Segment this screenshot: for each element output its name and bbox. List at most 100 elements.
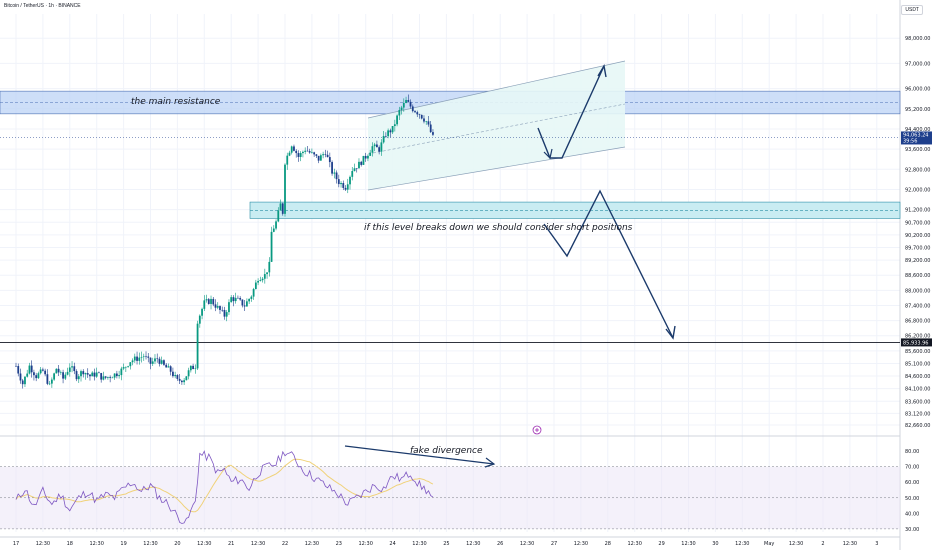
candle-body <box>196 323 199 369</box>
candle-body <box>102 376 105 380</box>
time-tick-label: 12:30 <box>735 541 749 547</box>
countdown-label: 39:56 <box>903 138 917 144</box>
candle-body <box>371 146 374 153</box>
time-tick-label: 12:30 <box>789 541 803 547</box>
candle-body <box>91 372 94 377</box>
candle-body <box>290 146 293 153</box>
candle-body <box>66 371 69 375</box>
price-tick-label: 88,600.00 <box>905 273 930 279</box>
time-tick-label: 12:30 <box>574 541 588 547</box>
candle-body <box>163 360 165 365</box>
candle-body <box>387 130 390 137</box>
candle-body <box>328 157 331 163</box>
candle-body <box>203 300 206 309</box>
divergence-annotation[interactable]: fake divergence <box>410 446 483 456</box>
resistance-annotation[interactable]: the main resistance <box>131 97 221 107</box>
price-tick-label: 90,200.00 <box>905 233 930 239</box>
candle-body <box>281 203 284 214</box>
candle-body <box>333 172 336 174</box>
price-tick-label: 98,000.00 <box>905 36 930 42</box>
candle-body <box>174 375 177 377</box>
candle-body <box>80 371 82 377</box>
candle-body <box>342 183 345 188</box>
candle-body <box>165 364 168 368</box>
candle-body <box>241 299 244 306</box>
price-axis[interactable]: 98,000.00 97,000.00 96,000.00 95,200.00 94,4… <box>901 36 932 429</box>
currency-button[interactable]: USDT <box>901 5 923 15</box>
price-tick-label: 97,000.00 <box>905 61 930 67</box>
candle-body <box>429 124 432 133</box>
candle-body <box>378 147 381 152</box>
candle-body <box>346 184 349 190</box>
channel-lower <box>367 146 626 191</box>
price-tick-label: 86,800.00 <box>905 319 930 325</box>
candle-body <box>405 100 407 103</box>
candle-body <box>243 305 246 307</box>
candle-body <box>407 100 410 102</box>
candle-body <box>120 368 123 376</box>
time-tick-label: 28 <box>605 541 611 547</box>
price-tick-label: 88,000.00 <box>905 288 930 294</box>
candle-body <box>223 309 226 317</box>
candle-body <box>237 297 239 299</box>
candle-body <box>402 102 405 108</box>
candle-body <box>73 366 76 372</box>
candle-body <box>398 109 401 116</box>
candle-body <box>136 356 138 361</box>
time-tick-label: 12:30 <box>843 541 857 547</box>
candle-body <box>189 365 192 371</box>
arrowhead <box>484 457 496 468</box>
candle-body <box>293 146 295 151</box>
projection-arrow-down <box>543 189 674 339</box>
price-tick-label: 84,100.00 <box>905 387 930 393</box>
candle-body <box>115 373 118 377</box>
candle-body <box>416 112 419 115</box>
price-tick-label: 93,600.00 <box>905 147 930 153</box>
candle-body <box>423 118 425 122</box>
candle-body <box>133 356 136 361</box>
time-tick-label: 18 <box>67 541 73 547</box>
candle-body <box>254 282 257 290</box>
candle-body <box>140 356 143 358</box>
candle-body <box>335 172 338 180</box>
candle-body <box>337 179 340 185</box>
candle-body <box>151 361 154 364</box>
candle-body <box>400 107 403 110</box>
symbol-title[interactable]: Bitcoin / TetherUS · 1h · BINANCE <box>4 3 81 9</box>
candle-body <box>57 368 60 373</box>
candle-body <box>176 375 179 379</box>
candle-body <box>210 298 212 304</box>
candle-body <box>234 297 237 302</box>
candle-body <box>396 115 398 125</box>
candle-body <box>411 106 414 112</box>
time-tick-label: 27 <box>551 541 557 547</box>
candle-body <box>272 228 275 232</box>
candle-body <box>122 367 125 369</box>
price-tick-label: 85,100.00 <box>905 361 930 367</box>
time-axis[interactable]: 17 12:30 18 12:30 19 12:30 20 12:30 21 12:30 22 12:… <box>13 541 879 547</box>
arrowhead <box>665 325 676 340</box>
candle-body <box>360 161 363 165</box>
price-tick-label: 89,200.00 <box>905 258 930 264</box>
candle-body <box>351 171 354 177</box>
candle-body <box>230 297 233 303</box>
time-tick-label: 3 <box>875 541 878 547</box>
candle-body <box>187 370 190 377</box>
candle-body <box>138 357 141 361</box>
price-tick-label: 83,120.00 <box>905 411 930 417</box>
candle-body <box>393 124 396 127</box>
candle-body <box>369 152 372 156</box>
candle-body <box>364 155 367 159</box>
candle-body <box>169 366 172 372</box>
candle-body <box>427 121 430 125</box>
candle-body <box>219 306 221 310</box>
support-annotation[interactable]: if this level breaks down we should cons… <box>364 223 633 233</box>
candle-body <box>270 231 273 262</box>
drawings[interactable] <box>532 64 676 435</box>
time-tick-label: 24 <box>389 541 395 547</box>
candle-body <box>26 373 29 377</box>
key-level-label: 85,933.96 <box>903 340 928 346</box>
candle-body <box>39 369 42 374</box>
time-tick-label: 12:30 <box>36 541 50 547</box>
